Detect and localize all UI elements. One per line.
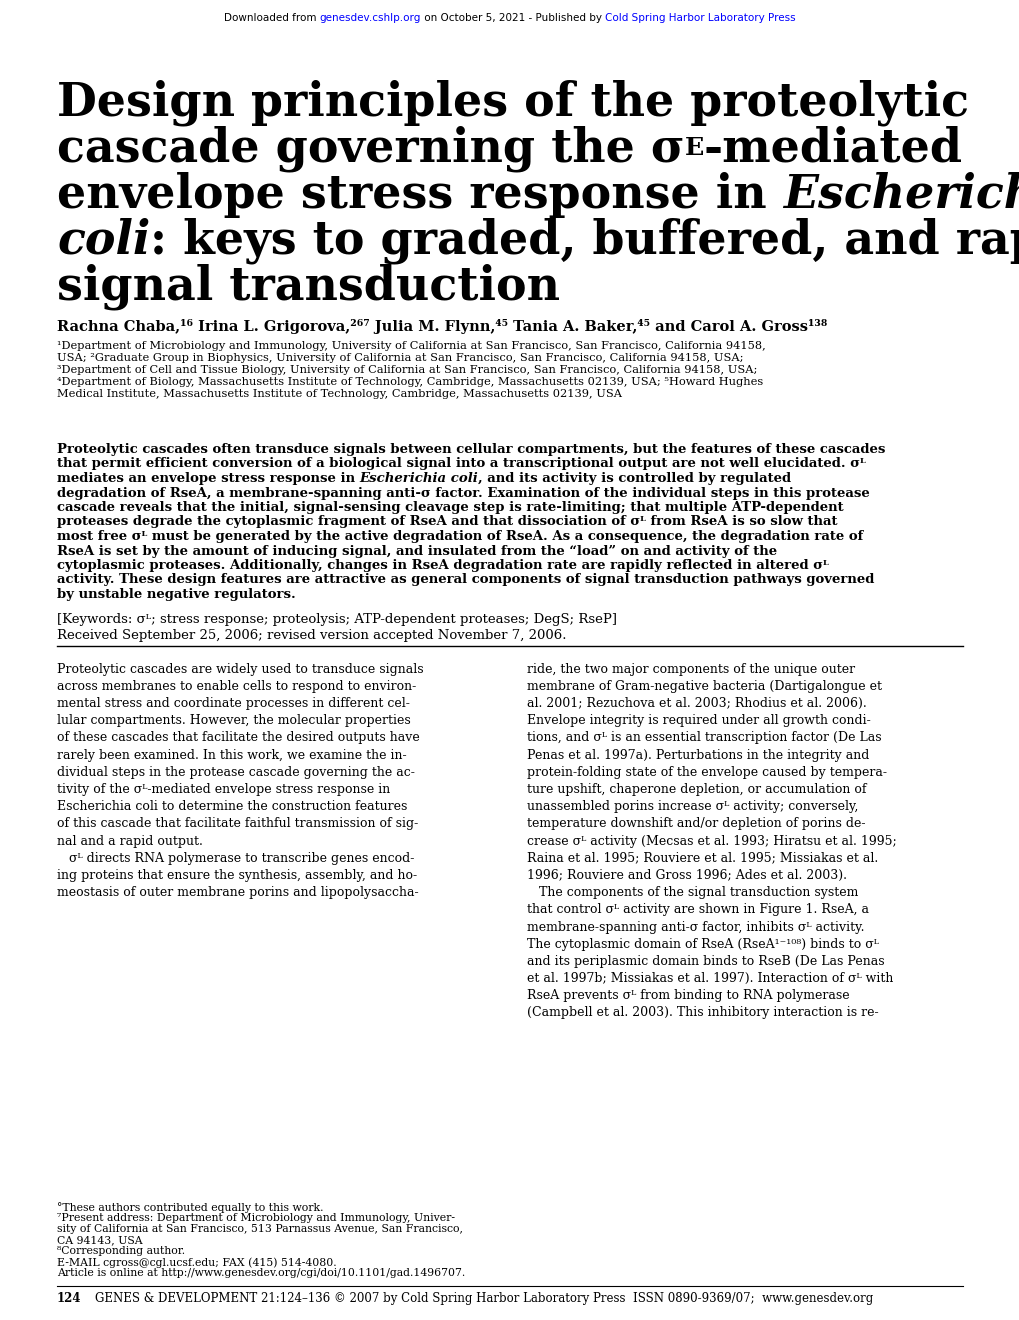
Text: degradation of RseA, a membrane-spanning anti-σ factor. Examination of the indiv: degradation of RseA, a membrane-spanning…: [57, 487, 869, 499]
Text: cascade reveals that the initial, signal-sensing cleavage step is rate-limiting;: cascade reveals that the initial, signal…: [57, 502, 843, 513]
Text: Proteolytic cascades often transduce signals between cellular compartments, but : Proteolytic cascades often transduce sig…: [57, 444, 884, 455]
Text: coli: coli: [57, 218, 150, 264]
Text: Article is online at http://www.genesdev.org/cgi/doi/10.1101/gad.1496707.: Article is online at http://www.genesdev…: [57, 1269, 465, 1278]
Text: signal transduction: signal transduction: [57, 264, 559, 310]
Text: mediates an envelope stress response in: mediates an envelope stress response in: [57, 473, 360, 484]
Text: -mediated: -mediated: [703, 125, 962, 172]
Text: most free σᴸ must be generated by the active degradation of RseA. As a consequen: most free σᴸ must be generated by the ac…: [57, 531, 862, 543]
Text: E: E: [684, 136, 703, 160]
Text: : keys to graded, buffered, and rapid: : keys to graded, buffered, and rapid: [150, 218, 1019, 264]
Text: activity. These design features are attractive as general components of signal t: activity. These design features are attr…: [57, 573, 873, 586]
Text: ⁴Department of Biology, Massachusetts Institute of Technology, Cambridge, Massac: ⁴Department of Biology, Massachusetts In…: [57, 378, 762, 387]
Text: by unstable negative regulators.: by unstable negative regulators.: [57, 587, 296, 601]
Text: Rachna Chaba,¹⁶ Irina L. Grigorova,²⁶⁷ Julia M. Flynn,⁴⁵ Tania A. Baker,⁴⁵ and C: Rachna Chaba,¹⁶ Irina L. Grigorova,²⁶⁷ J…: [57, 319, 826, 334]
Text: Escherichia: Escherichia: [782, 172, 1019, 218]
Text: Received September 25, 2006; revised version accepted November 7, 2006.: Received September 25, 2006; revised ver…: [57, 630, 566, 643]
Text: GENES & DEVELOPMENT 21:124–136 © 2007 by Cold Spring Harbor Laboratory Press  IS: GENES & DEVELOPMENT 21:124–136 © 2007 by…: [95, 1292, 872, 1305]
Text: Medical Institute, Massachusetts Institute of Technology, Cambridge, Massachuset: Medical Institute, Massachusetts Institu…: [57, 389, 622, 399]
Text: E-MAIL cgross@cgl.ucsf.edu; FAX (415) 514-4080.: E-MAIL cgross@cgl.ucsf.edu; FAX (415) 51…: [57, 1257, 336, 1267]
Text: Downloaded from: Downloaded from: [224, 13, 319, 22]
Text: USA; ²Graduate Group in Biophysics, University of California at San Francisco, S: USA; ²Graduate Group in Biophysics, Univ…: [57, 352, 743, 363]
Text: , and its activity is controlled by regulated: , and its activity is controlled by regu…: [478, 473, 791, 484]
Text: RseA is set by the amount of inducing signal, and insulated from the “load” on a: RseA is set by the amount of inducing si…: [57, 544, 776, 557]
Text: Escherichia coli: Escherichia coli: [360, 473, 478, 484]
Text: Proteolytic cascades are widely used to transduce signals
across membranes to en: Proteolytic cascades are widely used to …: [57, 663, 423, 899]
Text: ride, the two major components of the unique outer
membrane of Gram-negative bac: ride, the two major components of the un…: [527, 663, 896, 1019]
Text: ⁸Corresponding author.: ⁸Corresponding author.: [57, 1246, 184, 1257]
Text: °These authors contributed equally to this work.: °These authors contributed equally to th…: [57, 1203, 323, 1213]
Text: 124: 124: [57, 1292, 82, 1305]
Text: ⁷Present address: Department of Microbiology and Immunology, Univer-: ⁷Present address: Department of Microbio…: [57, 1213, 454, 1224]
Text: cascade governing the σ: cascade governing the σ: [57, 125, 684, 173]
Text: that permit efficient conversion of a biological signal into a transcriptional o: that permit efficient conversion of a bi…: [57, 458, 865, 470]
Text: ¹Department of Microbiology and Immunology, University of California at San Fran: ¹Department of Microbiology and Immunolo…: [57, 341, 765, 351]
Text: cytoplasmic proteases. Additionally, changes in RseA degradation rate are rapidl: cytoplasmic proteases. Additionally, cha…: [57, 558, 828, 572]
Text: proteases degrade the cytoplasmic fragment of RseA and that dissociation of σᴸ f: proteases degrade the cytoplasmic fragme…: [57, 516, 837, 528]
Text: Cold Spring Harbor Laboratory Press: Cold Spring Harbor Laboratory Press: [605, 13, 795, 22]
Text: on October 5, 2021 - Published by: on October 5, 2021 - Published by: [421, 13, 605, 22]
Text: CA 94143, USA: CA 94143, USA: [57, 1236, 143, 1245]
Text: sity of California at San Francisco, 513 Parnassus Avenue, San Francisco,: sity of California at San Francisco, 513…: [57, 1224, 463, 1234]
Text: envelope stress response in: envelope stress response in: [57, 172, 782, 218]
Text: Design principles of the proteolytic: Design principles of the proteolytic: [57, 81, 968, 127]
Text: ³Department of Cell and Tissue Biology, University of California at San Francisc: ³Department of Cell and Tissue Biology, …: [57, 366, 757, 375]
Text: [Keywords: σᴸ; stress response; proteolysis; ATP-dependent proteases; DegS; RseP: [Keywords: σᴸ; stress response; proteoly…: [57, 612, 616, 626]
Text: genesdev.cshlp.org: genesdev.cshlp.org: [319, 13, 421, 22]
